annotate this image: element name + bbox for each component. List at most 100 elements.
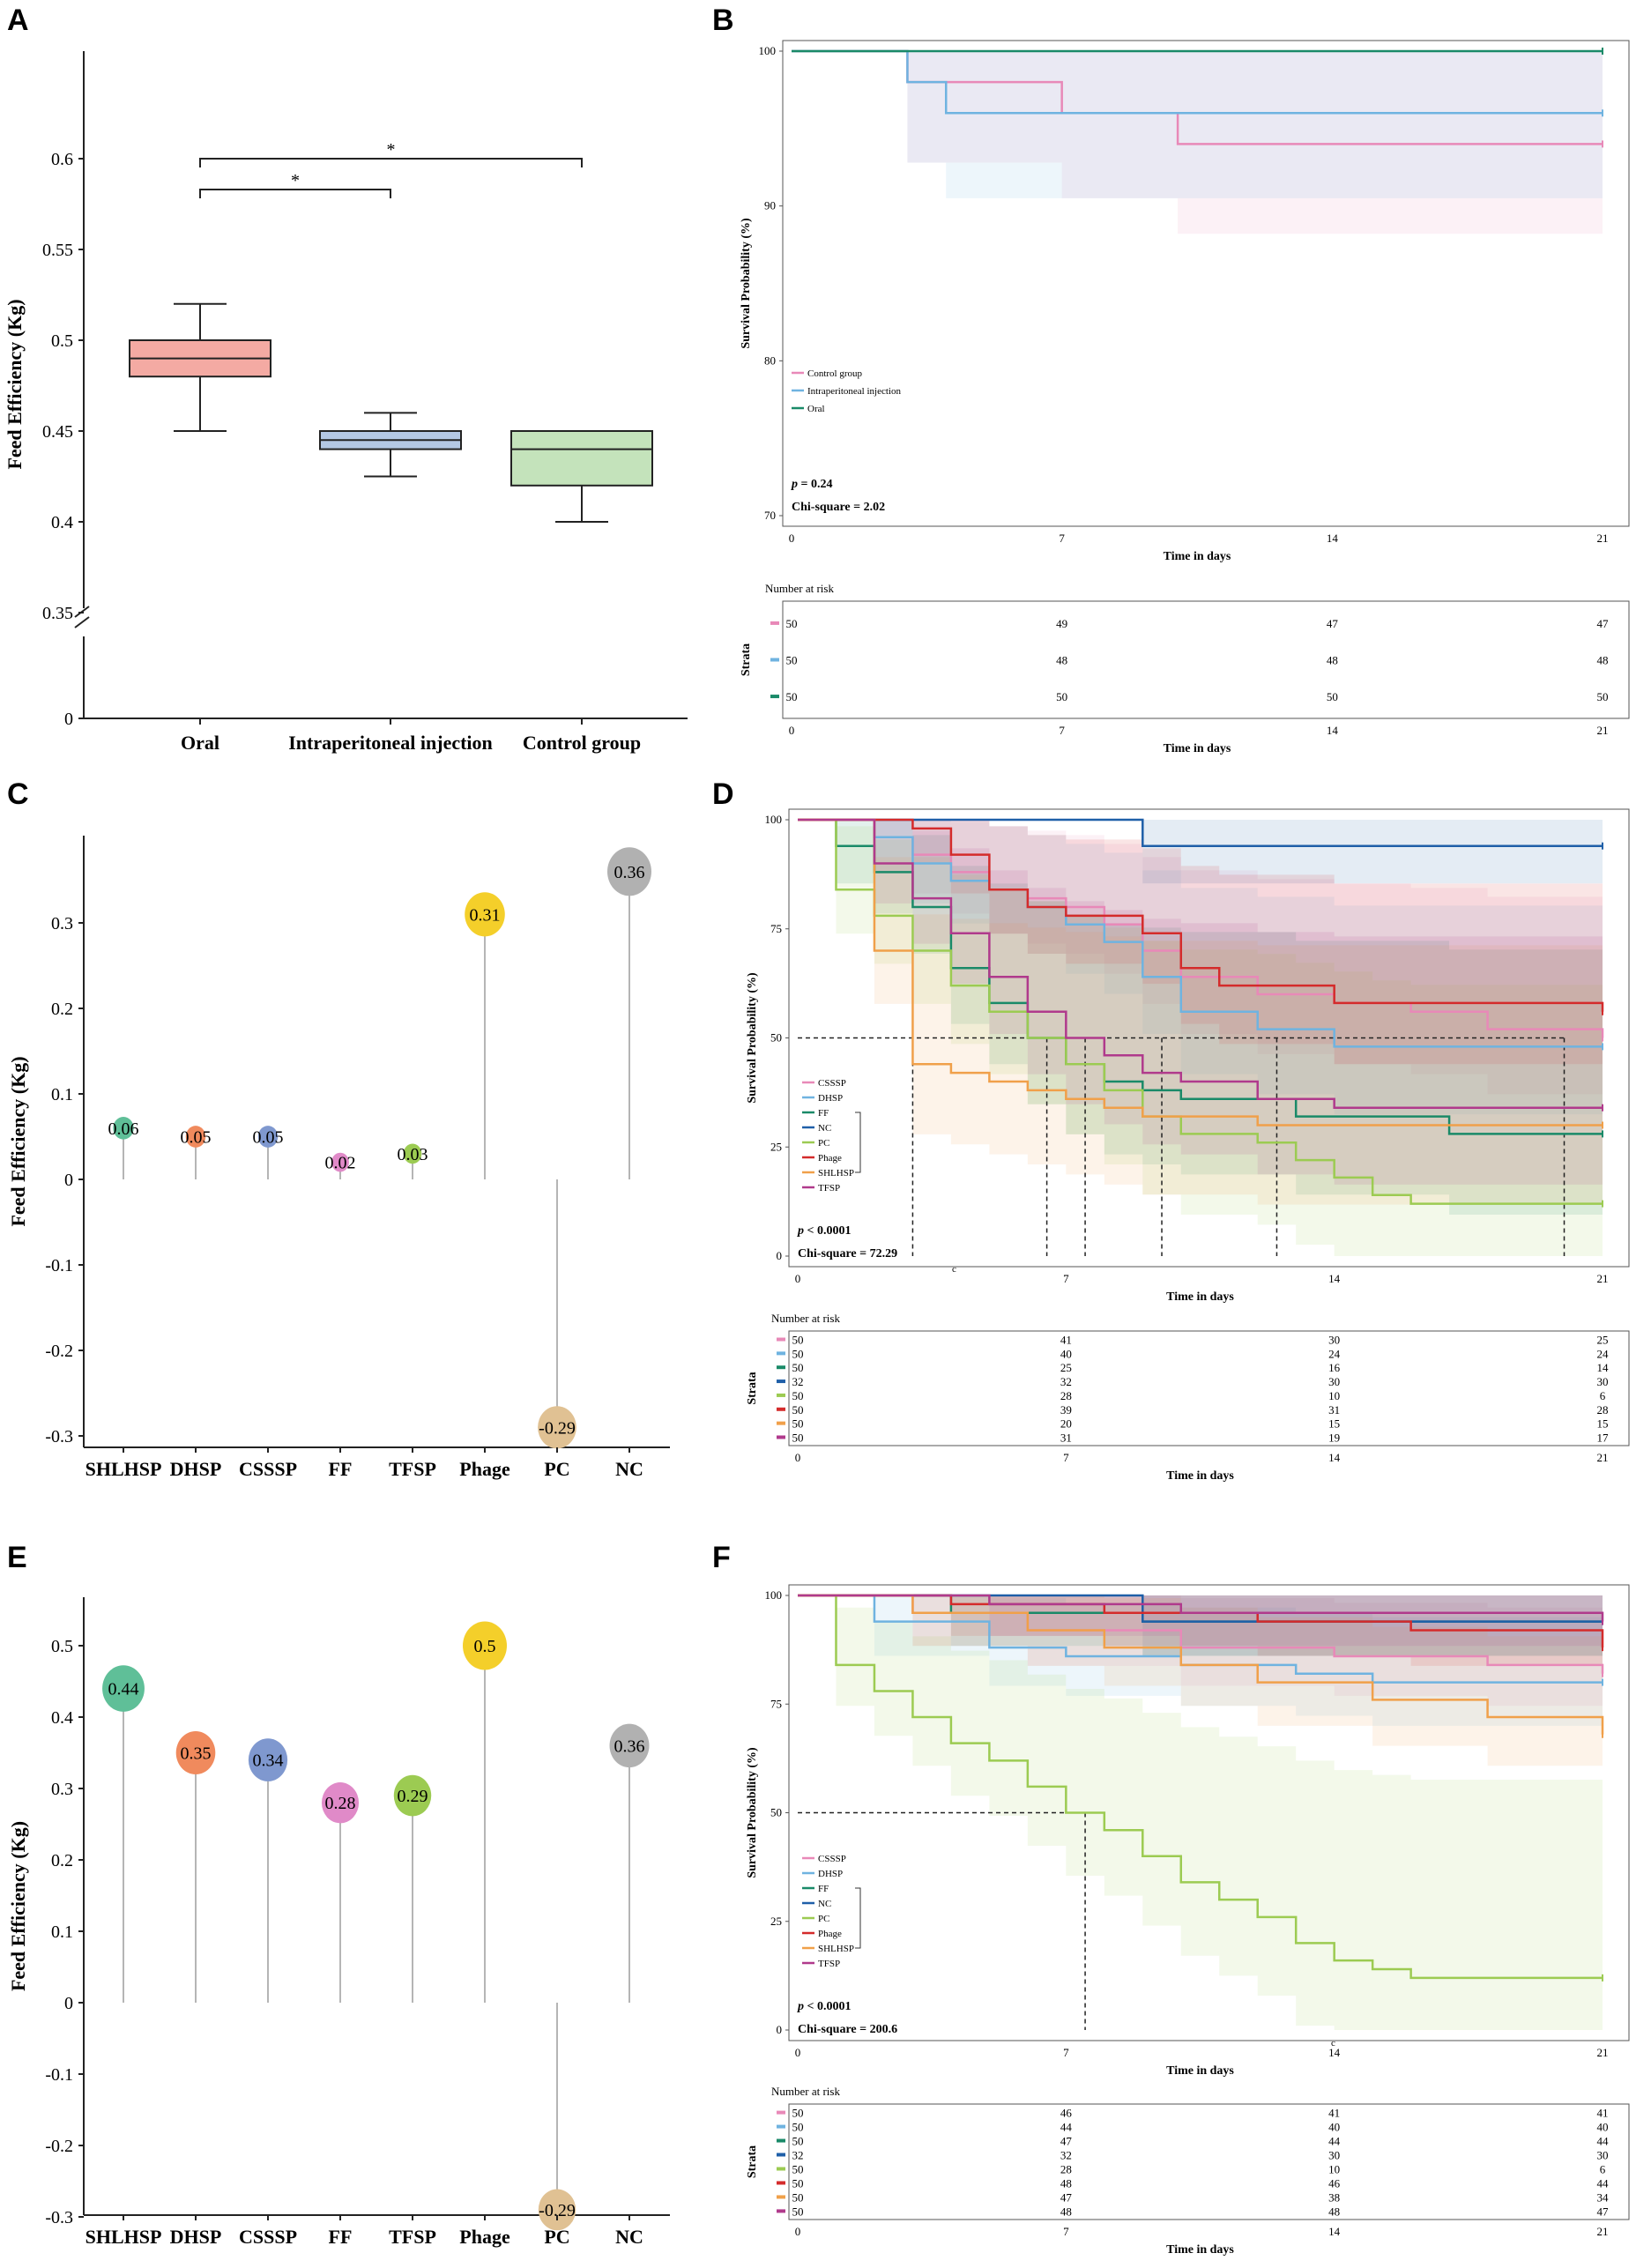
chi-square-D: Chi-square = 72.29 bbox=[798, 1247, 897, 1260]
chi-square-B: Chi-square = 2.02 bbox=[792, 501, 885, 514]
risk-cell: 28 bbox=[1597, 1403, 1609, 1417]
survival-line-tfsp bbox=[798, 818, 1603, 1109]
y-tick-label-E: 0.4 bbox=[51, 1708, 73, 1728]
x-category-label-E: PC bbox=[544, 2226, 569, 2248]
y-tick-label-E: 0.3 bbox=[51, 1780, 73, 1799]
risk-x-title-D: Time in days bbox=[1166, 1469, 1234, 1483]
y-tick-label-E: 0.2 bbox=[51, 1851, 73, 1870]
lollipop-head-csssp bbox=[257, 1126, 279, 1148]
y-tick-label-E: 0.1 bbox=[51, 1922, 73, 1942]
panel-letter-A: A bbox=[7, 4, 29, 37]
lollipop-value-label: 0.31 bbox=[470, 905, 501, 925]
y-tick-label-E: 0.5 bbox=[51, 1637, 73, 1656]
x-category-label-E: FF bbox=[329, 2226, 353, 2248]
legend-label-dhsp: DHSP bbox=[818, 1869, 843, 1879]
lollipop-head-nc bbox=[609, 1723, 650, 1768]
ci-band-dhsp bbox=[798, 1595, 1603, 1726]
risk-cell: 28 bbox=[1060, 1389, 1072, 1402]
x-tick-label-F: 14 bbox=[1328, 2046, 1341, 2059]
risk-cell: 6 bbox=[1600, 2162, 1606, 2175]
risk-x-tick-F: 21 bbox=[1597, 2225, 1609, 2238]
ci-band-nc bbox=[798, 820, 1603, 884]
x-tick-label-D: 21 bbox=[1597, 1272, 1609, 1285]
y-tick-label-F: 0 bbox=[777, 2023, 783, 2036]
y-axis-title-a: Feed Efficiency (Kg) bbox=[4, 299, 26, 469]
risk-cell: 40 bbox=[1597, 2121, 1609, 2134]
y-tick-label-D: 0 bbox=[777, 1249, 783, 1262]
y-tick-label-E: -0.3 bbox=[45, 2208, 73, 2227]
x-axis-title-D: Time in days bbox=[1166, 1290, 1234, 1304]
y-tick-label-D: 100 bbox=[765, 813, 783, 826]
risk-cell: 50 bbox=[792, 1431, 804, 1444]
risk-cell: 50 bbox=[792, 2107, 804, 2120]
risk-cell: 48 bbox=[1597, 654, 1609, 667]
lollipop-value-label: 0.29 bbox=[398, 1787, 428, 1806]
risk-table-frame-B bbox=[782, 600, 1630, 719]
legend-label-shlhsp: SHLHSP bbox=[818, 1168, 854, 1179]
lollipop-head-shlhsp bbox=[113, 1116, 134, 1140]
risk-table-title-F: Number at risk bbox=[771, 2085, 840, 2098]
y-tick-label-D: 25 bbox=[770, 1140, 782, 1153]
risk-cell: 48 bbox=[1060, 2176, 1072, 2190]
risk-cell: 30 bbox=[1328, 1375, 1340, 1388]
risk-cell: 41 bbox=[1328, 2107, 1340, 2120]
risk-cell: 50 bbox=[792, 2205, 804, 2218]
risk-cell: 48 bbox=[1328, 2205, 1340, 2218]
risk-cell: 47 bbox=[1060, 2135, 1073, 2148]
legend-label-oral: Oral bbox=[807, 404, 825, 414]
ci-band-pc bbox=[798, 1595, 1603, 2030]
y-tick-label-E: 0 bbox=[64, 1994, 73, 2013]
risk-cell: 41 bbox=[1597, 2107, 1609, 2120]
risk-cell: 40 bbox=[1060, 1347, 1072, 1360]
lollipop-head-pc bbox=[538, 2189, 576, 2231]
y-tick-label-C: -0.2 bbox=[45, 1342, 73, 1361]
x-category-label-C: NC bbox=[615, 1458, 643, 1480]
y-axis-title-C: Feed Efficiency (Kg) bbox=[7, 1056, 29, 1226]
panel-letter-F: F bbox=[712, 1541, 731, 1574]
risk-strata-label-F: Strata bbox=[746, 2145, 759, 2178]
risk-cell: 25 bbox=[1060, 1361, 1072, 1374]
risk-table-title-B: Number at risk bbox=[765, 582, 834, 595]
lollipop-value-label: 0.34 bbox=[253, 1751, 284, 1771]
x-tick-label-F: 21 bbox=[1597, 2046, 1609, 2059]
y-tick-label-D: 75 bbox=[770, 922, 782, 935]
y-tick-label-a: 0.6 bbox=[51, 150, 73, 169]
lollipop-head-ff bbox=[331, 1152, 349, 1172]
legend-label-phage: Phage bbox=[818, 1153, 842, 1164]
survival-line-pc bbox=[798, 818, 1603, 1205]
risk-table-title-D: Number at risk bbox=[771, 1312, 840, 1325]
y-tick-label-C: 0.2 bbox=[51, 1000, 73, 1019]
chi-square-F: Chi-square = 200.6 bbox=[798, 2023, 897, 2036]
x-category-label-a: Control group bbox=[523, 732, 641, 754]
risk-cell: 25 bbox=[1597, 1334, 1609, 1347]
significance-bracket bbox=[199, 189, 391, 198]
lollipop-head-dhsp bbox=[185, 1126, 206, 1148]
y-axis-title-D: Survival Probability (%) bbox=[746, 972, 759, 1104]
lollipop-head-phage bbox=[463, 1621, 507, 1670]
survival-line-nc bbox=[798, 818, 1603, 847]
risk-cell: 44 bbox=[1597, 2176, 1610, 2190]
risk-cell: 20 bbox=[1060, 1417, 1072, 1431]
risk-cell: 15 bbox=[1597, 1417, 1609, 1431]
risk-cell: 30 bbox=[1328, 1334, 1340, 1347]
y-tick-label-a: 0.35 bbox=[42, 604, 73, 623]
p-value-B: p = 0.24 bbox=[791, 478, 832, 491]
risk-cell: 32 bbox=[1060, 1375, 1072, 1388]
risk-cell: 31 bbox=[1060, 1431, 1072, 1444]
legend-label-pc: PC bbox=[818, 1138, 829, 1149]
legend-label-ff: FF bbox=[818, 1884, 829, 1894]
risk-x-tick-F: 0 bbox=[795, 2225, 801, 2238]
x-category-label-C: FF bbox=[329, 1458, 353, 1480]
ci-band-intraperitoneal-injection bbox=[792, 51, 1603, 198]
risk-cell: 47 bbox=[1327, 617, 1339, 630]
risk-cell: 32 bbox=[1060, 2149, 1072, 2162]
x-axis-title-F: Time in days bbox=[1166, 2064, 1234, 2078]
risk-cell: 50 bbox=[1597, 690, 1609, 703]
risk-x-tick-D: 14 bbox=[1328, 1451, 1341, 1464]
lollipop-value-label: -0.29 bbox=[539, 1418, 576, 1438]
legend-label-phage: Phage bbox=[818, 1929, 842, 1939]
y-axis-title-B: Survival Probability (%) bbox=[740, 218, 753, 349]
risk-x-title-F: Time in days bbox=[1166, 2243, 1234, 2257]
risk-cell: 10 bbox=[1328, 1389, 1340, 1402]
risk-cell: 50 bbox=[792, 1347, 804, 1360]
